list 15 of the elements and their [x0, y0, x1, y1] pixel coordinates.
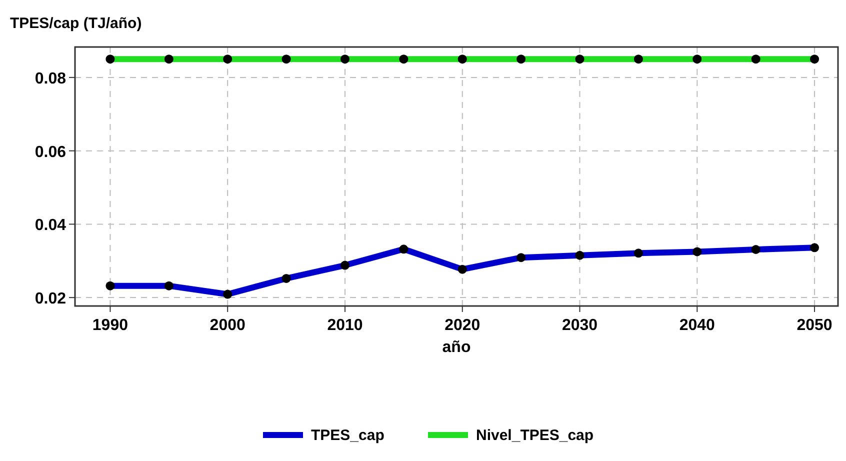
x-tick-label: 2040 [679, 317, 716, 334]
x-axis-title: año [442, 339, 471, 356]
y-tick-label: 0.04 [34, 217, 66, 234]
legend-label: TPES_cap [311, 427, 384, 444]
x-tick-label: 1990 [92, 317, 128, 334]
y-tick-label: 0.02 [34, 290, 66, 308]
y-tick-label: 0.08 [34, 70, 66, 88]
legend-label: Nivel_TPES_cap [476, 427, 594, 444]
y-axis-title: TPES/cap (TJ/año) [10, 15, 142, 32]
x-tick-label: 2030 [562, 317, 598, 334]
x-tick-label: 2010 [327, 317, 363, 334]
x-tick-label: 2020 [444, 317, 480, 334]
x-tick-label: 2050 [796, 317, 832, 334]
x-tick-label: 2000 [210, 317, 246, 334]
y-tick-label: 0.06 [34, 144, 66, 161]
